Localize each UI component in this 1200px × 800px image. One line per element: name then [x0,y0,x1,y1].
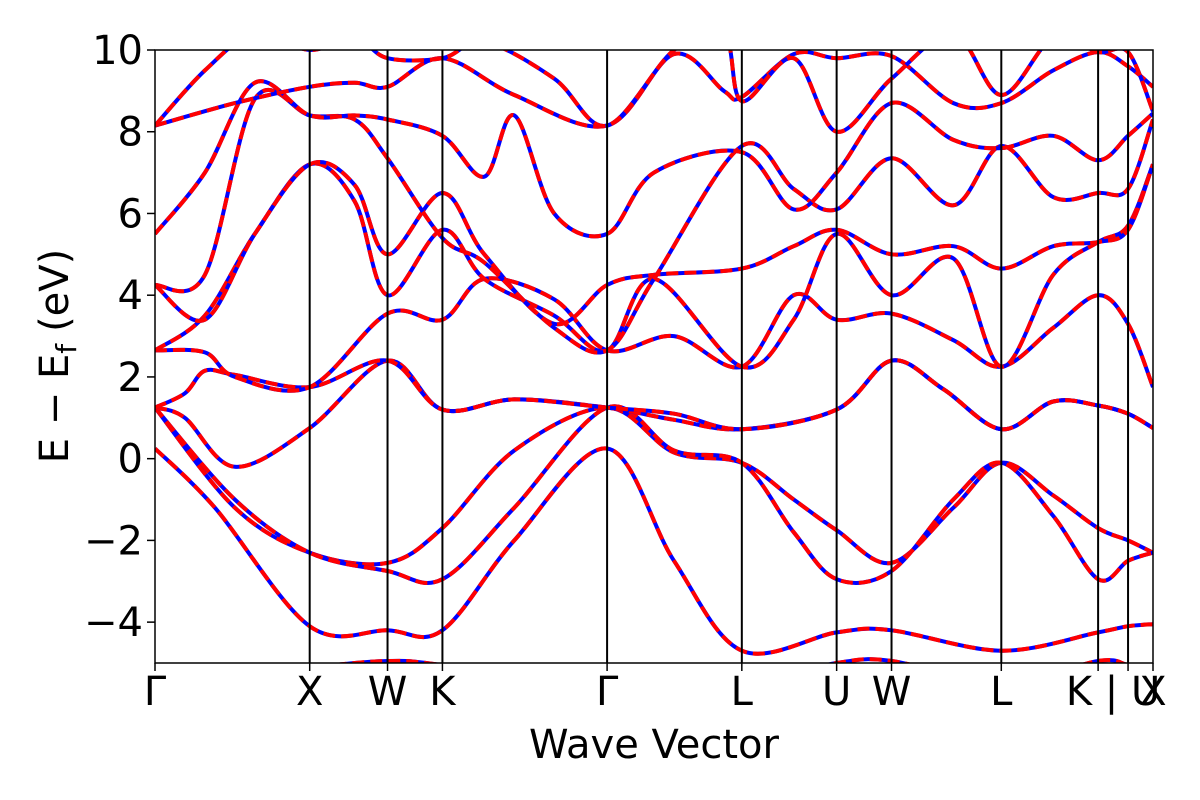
band-6-dashed [155,161,1153,370]
band-0-dashed [155,446,1153,656]
x-tick-label-4: Γ [596,669,619,715]
band-9-dashed [155,79,1153,239]
band-5-dashed [155,276,1153,393]
x-tick-label-10: X [1139,669,1166,715]
high-symmetry-lines [308,50,1130,663]
x-tick-label-8: L [990,669,1013,715]
x-axis-label: Wave Vector [529,722,780,768]
band-4-dashed [155,358,1153,432]
y-tick-label-0: −4 [84,600,143,646]
y-tick-label-4: 4 [118,273,143,319]
x-tick-label-7: W [872,669,912,715]
band-11-dashed [155,50,1153,134]
y-axis-ticks: −4 −2 0 2 4 6 8 10 [84,28,155,646]
x-tick-label-1: X [296,669,323,715]
y-tick-label-6: 8 [118,110,143,156]
y-axis-label-unit: (eV) [32,249,78,332]
y-axis-label-subscript: f [50,343,83,354]
y-tick-label-1: −2 [84,518,143,564]
y-tick-label-5: 6 [118,191,143,237]
y-tick-label-3: 2 [118,355,143,401]
y-axis-label: E − Ef (eV) [32,249,83,464]
band-10-dashed [155,50,1153,129]
x-tick-label-3: K [429,669,457,715]
x-tick-label-2: W [368,669,408,715]
y-tick-label-2: 0 [118,437,143,483]
x-tick-label-6: U [822,669,851,715]
y-tick-label-7: 10 [92,28,143,74]
plot-frame [154,49,1154,664]
y-axis-label-main: E − E [32,354,78,464]
x-tick-label-9: K | U [1066,669,1160,715]
x-tick-label-0: Γ [144,669,167,715]
x-tick-label-5: L [731,669,754,715]
